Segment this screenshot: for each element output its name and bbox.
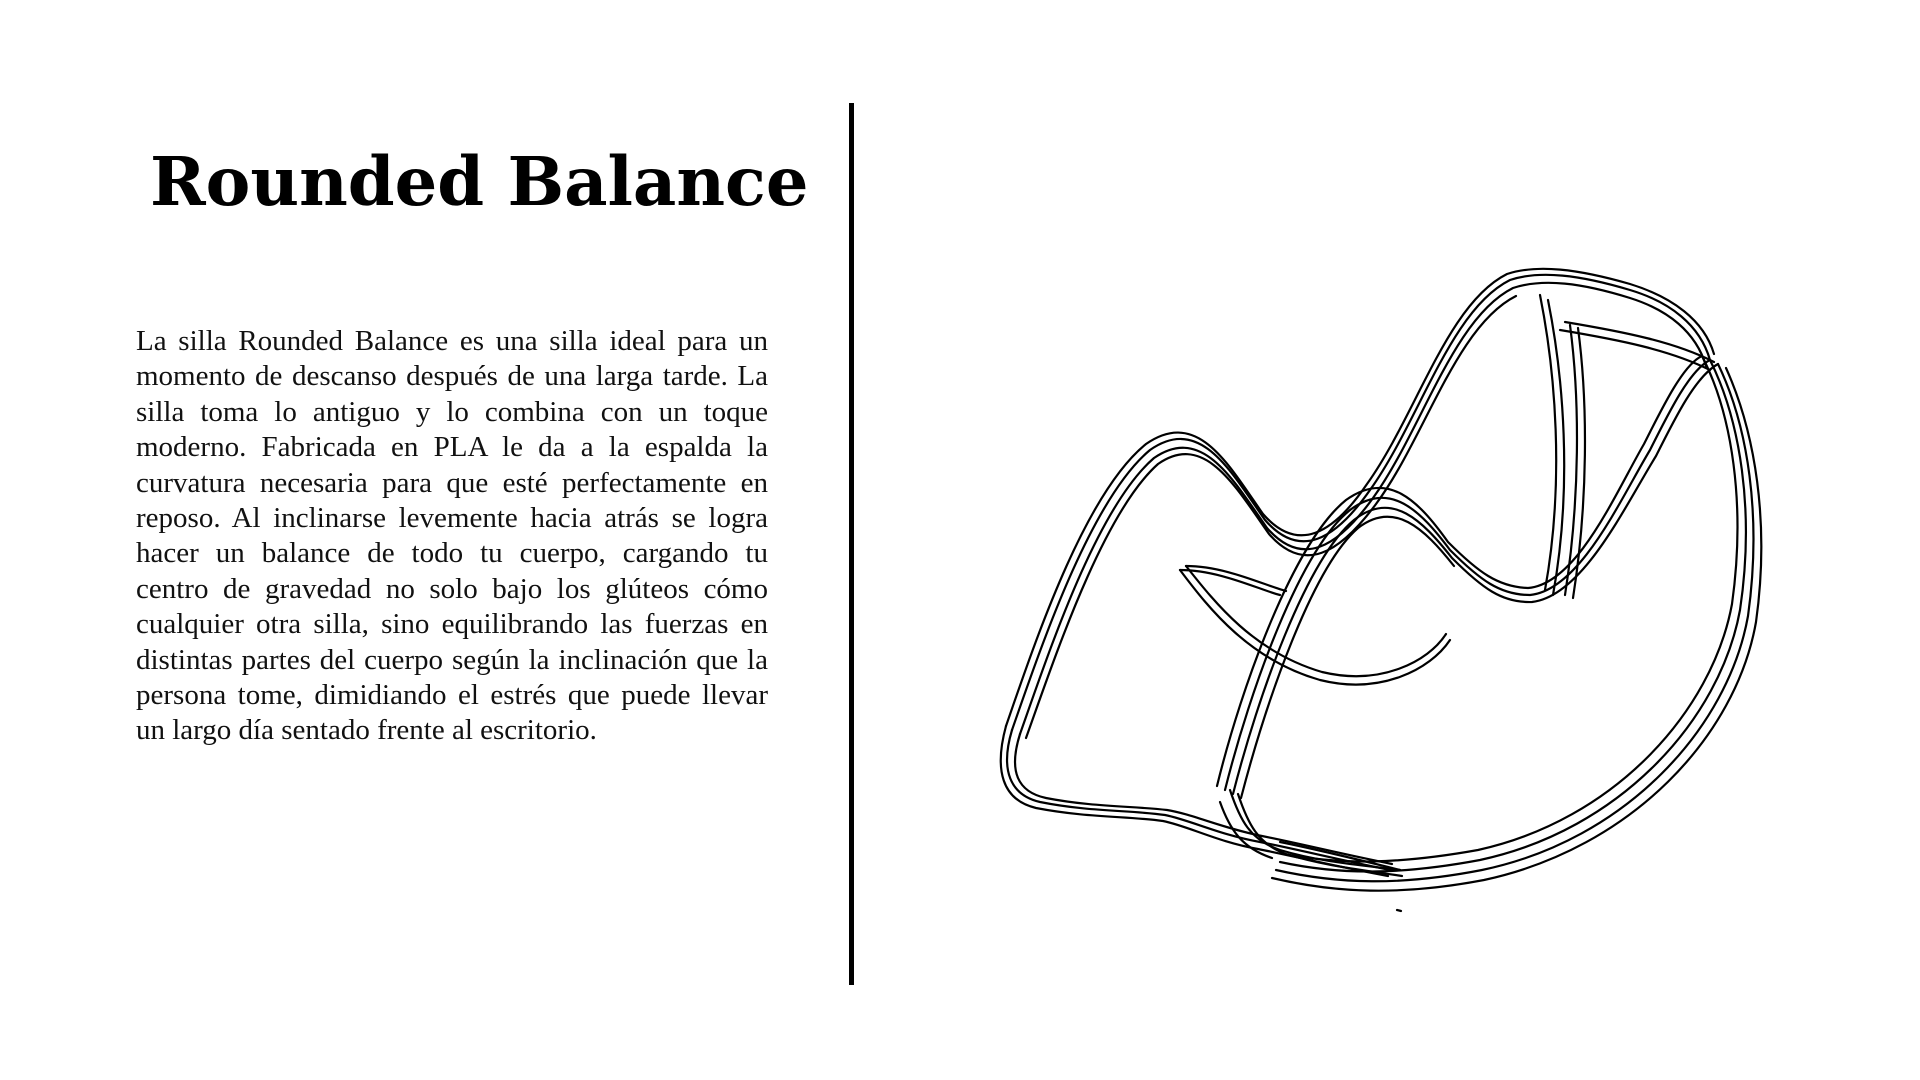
chair-shadow-mark — [1395, 908, 1403, 913]
chair-base-joints — [1218, 788, 1404, 878]
chair-back-ribs — [1538, 293, 1716, 600]
slide-description: La silla Rounded Balance es una silla id… — [136, 325, 768, 747]
chair-seat-shell — [1215, 354, 1720, 800]
chair-right-rocker — [1270, 354, 1763, 892]
slide-title: Rounded Balance — [150, 142, 809, 221]
rocking-chair-drawing — [999, 267, 1763, 913]
vertical-divider — [849, 103, 854, 985]
chair-inner-seat-curve — [1178, 564, 1452, 686]
